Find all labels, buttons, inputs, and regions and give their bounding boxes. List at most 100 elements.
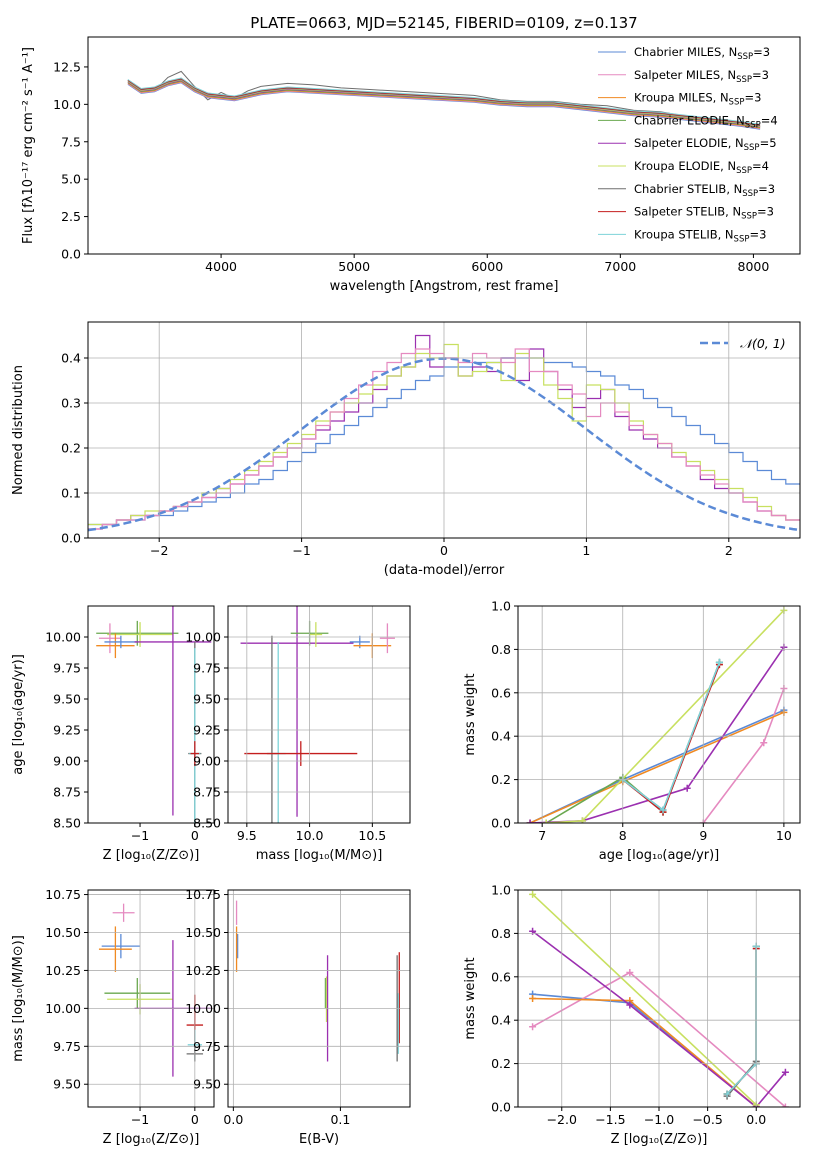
x-tick-label: 0: [440, 543, 448, 558]
point-chabrier-miles: [101, 934, 141, 959]
point-salpeter-stelib: [244, 741, 358, 766]
series-salpeter-miles: [529, 968, 789, 1107]
mass_vs_Z-axes: −1 0 9.50 9.75 10.00 10.25 10.50 10.75 Z [log₁₀(…: [11, 887, 215, 1147]
spectrum-title: PLATE=0663, MJD=52145, FIBERID=0109, z=0…: [250, 14, 637, 32]
y-tick-label: 0.0: [491, 816, 511, 831]
y-tick-label: 10.50: [185, 925, 221, 940]
series-line: [726, 946, 757, 1097]
y-tick-label: 12.5: [53, 59, 81, 74]
plus-marker: [659, 806, 667, 814]
y-tick-label: 9.25: [193, 723, 221, 738]
y-tick-label: 9.50: [193, 692, 221, 707]
series-chabrier-stelib: [723, 942, 760, 1100]
y-tick-label: 10.75: [185, 887, 221, 902]
x-tick-label: −1.5: [595, 1112, 625, 1127]
legend-entry: Kroupa ELODIE, NSSP=4: [634, 159, 769, 176]
y-tick-label: 5.0: [61, 172, 81, 187]
y-tick-label: 10.00: [45, 1001, 81, 1016]
point-salpeter-miles: [112, 903, 135, 922]
y-tick-label: 8.75: [53, 785, 81, 800]
series-kroupa-elodie: [542, 606, 788, 823]
y-tick-label: 1.0: [491, 599, 511, 614]
plus-marker: [542, 819, 550, 823]
x-axis-label: age [log₁₀(age/yr)]: [599, 848, 720, 863]
y-tick-label: 0.2: [61, 441, 81, 456]
y-tick-label: 10.00: [185, 1001, 221, 1016]
plus-marker: [715, 658, 723, 666]
spectrum-data-line: [127, 70, 761, 128]
y-tick-label: 0.8: [491, 926, 511, 941]
spectrum-axes: 4000 5000 6000 7000 8000 0.0 2.5 5.0 7.5 10.0 12.5…: [21, 36, 801, 294]
point-kroupa-miles: [98, 926, 132, 972]
y-tick-label: 0.2: [491, 772, 511, 787]
y-tick-label: 9.75: [53, 661, 81, 676]
mass_vs_ebv-axes: 0.0 0.1 9.50 9.75 10.00 10.25 10.50 10.75 E(B-V): [185, 887, 411, 1147]
y-tick-label: 0.3: [61, 396, 81, 411]
series-line: [726, 948, 757, 1095]
x-tick-label: 10.0: [296, 828, 324, 843]
weight_vs_Z-plot-area: [529, 890, 789, 1107]
y-tick-label: 9.25: [53, 723, 81, 738]
point-salpeter-elodie: [240, 606, 354, 817]
point-chabrier-elodie: [104, 978, 171, 1009]
mass_vs_ebv-frame: [227, 889, 411, 1108]
age_vs_mass-axes: 9.5 10.0 10.5 8.50 8.75 9.00 9.25 9.50 9.75 10.00…: [185, 605, 411, 863]
x-tick-label: 9.5: [237, 828, 257, 843]
series-salpeter-stelib: [723, 945, 760, 1098]
x-tick-label: 5000: [338, 259, 370, 274]
series-line: [530, 646, 785, 823]
x-axis-label: (data-model)/error: [384, 563, 505, 578]
y-tick-label: 9.75: [53, 1039, 81, 1054]
series-line: [546, 609, 785, 823]
x-tick-label: 10: [776, 828, 792, 843]
series-line: [532, 893, 757, 1106]
y-tick-label: 0.0: [61, 247, 81, 262]
series-salpeter-elodie: [526, 643, 788, 823]
series-salpeter-elodie: [529, 927, 789, 1107]
x-tick-label: −2: [150, 543, 168, 558]
plus-marker: [529, 995, 537, 1002]
x-tick-label: 0.0: [746, 1112, 766, 1127]
x-tick-label: −0.5: [692, 1112, 722, 1127]
plus-marker: [529, 890, 537, 898]
spectrum-model-kroupa-stelib: [127, 77, 761, 125]
point-chabrier-miles: [104, 635, 138, 649]
series-salpeter-stelib: [619, 661, 723, 816]
age_vs_mass-frame: [227, 605, 411, 824]
x-tick-label: −1: [292, 543, 310, 558]
y-tick-label: 0.4: [491, 729, 511, 744]
y-tick-label: 1.0: [491, 883, 511, 898]
y-tick-label: 8.50: [193, 816, 221, 831]
age_vs_Z-frame: [87, 605, 215, 824]
legend-entry: Kroupa STELIB, NSSP=3: [634, 227, 766, 244]
age_vs_Z-plot-area: [96, 606, 212, 823]
x-tick-label: 1: [582, 543, 590, 558]
y-tick-label: 2.5: [61, 209, 81, 224]
spectrum-legend: Chabrier MILES, NSSP=3 Salpeter MILES, NS…: [598, 45, 778, 244]
age_vs_mass-plot-area: [240, 606, 395, 823]
series-chabrier-elodie: [542, 658, 723, 823]
y-tick-label: 9.75: [193, 1039, 221, 1054]
plus-marker: [626, 968, 634, 976]
plus-marker: [626, 1001, 634, 1009]
y-tick-label: 0.8: [491, 642, 511, 657]
x-tick-label: 0: [191, 1112, 199, 1127]
legend-entry: Salpeter STELIB, NSSP=3: [634, 205, 774, 222]
weight_vs_Z-axes: −2.0 −1.5 −1.0 −0.5 0.0 0.0 0.2 0.4 0.6 0.8 1.0 Z […: [463, 883, 801, 1147]
x-tick-label: −1: [131, 828, 149, 843]
y-axis-label: mass [log₁₀(M/M⊙)]: [11, 935, 26, 1062]
histogram-chabrier-miles: [88, 357, 800, 526]
plus-marker: [781, 1103, 789, 1107]
y-tick-label: 10.50: [45, 925, 81, 940]
y-tick-label: 8.75: [193, 785, 221, 800]
point-salpeter-stelib: [190, 741, 200, 766]
point-salpeter-miles: [379, 623, 395, 654]
x-tick-label: 8: [619, 828, 627, 843]
x-tick-label: 9: [699, 828, 707, 843]
y-tick-label: 10.0: [53, 97, 81, 112]
y-axis-label: mass weight: [463, 957, 478, 1039]
y-tick-label: 10.75: [45, 887, 81, 902]
legend-entry: 𝒩(0, 1): [740, 336, 786, 351]
x-axis-label: E(B-V): [299, 1132, 339, 1147]
legend-entry: Chabrier ELODIE, NSSP=4: [634, 113, 778, 130]
